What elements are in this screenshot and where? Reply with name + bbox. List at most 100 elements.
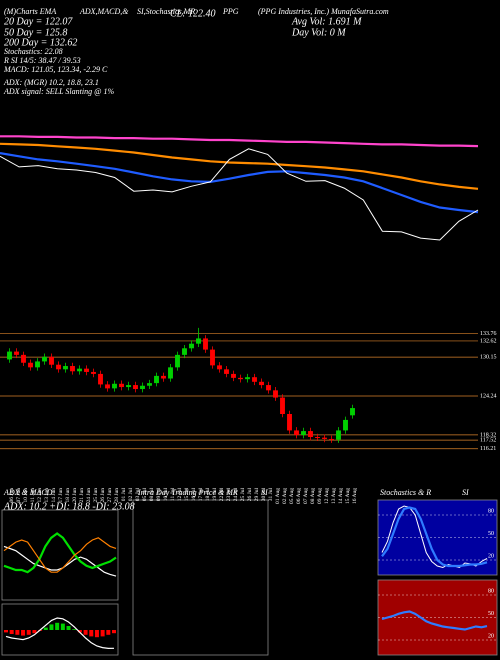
candle-body xyxy=(119,383,124,388)
y-tick-label: 116.21 xyxy=(480,446,496,452)
y-tick-label: 50 xyxy=(488,611,494,617)
y-tick-label: 130.15 xyxy=(480,355,497,361)
candle-body xyxy=(91,371,96,374)
annotation: ADX,MACD,& xyxy=(79,7,129,16)
annotation: (PPG Industries, Inc.) MunafaSutra.com xyxy=(258,7,389,16)
x-tick-label: 15 Jul xyxy=(184,488,190,502)
y-tick-label: 118.32 xyxy=(480,432,496,438)
annotation: 20 Day = 122.07 xyxy=(4,16,73,27)
y-tick-label: 133.76 xyxy=(480,331,497,337)
candle-body xyxy=(28,362,33,368)
macd-bar xyxy=(26,630,31,635)
candle-body xyxy=(133,385,138,390)
candle-body xyxy=(105,384,110,389)
x-tick-label: 26 Jul xyxy=(247,488,253,502)
candle-body xyxy=(315,437,320,438)
candle-body xyxy=(35,361,40,368)
candle-body xyxy=(154,375,159,384)
x-tick-label: 16 Jul xyxy=(191,488,197,502)
candle-body xyxy=(266,385,271,391)
adx-line xyxy=(3,532,117,574)
x-tick-label: 01 Jul xyxy=(121,488,127,502)
x-tick-label: 26 Jun xyxy=(100,488,106,503)
x-tick-label: 18 Jun xyxy=(65,488,71,503)
candle-body xyxy=(112,383,117,389)
candle-body xyxy=(273,390,278,398)
candle-body xyxy=(287,414,292,431)
candle-body xyxy=(203,338,208,350)
candle-body xyxy=(245,377,250,380)
y-tick-label: 20 xyxy=(488,633,494,639)
x-tick-label: 02 Jul xyxy=(128,488,134,502)
x-tick-label: 16 Aug xyxy=(352,488,358,504)
y-tick-label: 50 xyxy=(488,531,494,537)
macd-bar xyxy=(21,630,26,636)
x-tick-label: 30 Jul xyxy=(261,488,267,502)
adx-line xyxy=(3,537,117,573)
x-tick-label: 13 Jun xyxy=(44,488,50,503)
candle-body xyxy=(21,354,26,363)
candle-body xyxy=(301,431,306,436)
x-tick-label: 14 Jun xyxy=(51,488,57,503)
y-tick-label: 80 xyxy=(488,508,494,514)
macd-bar xyxy=(32,630,37,634)
x-tick-label: 28 Jun xyxy=(114,488,120,503)
x-tick-label: 05 Jul xyxy=(142,488,148,502)
x-tick-label: 11 Jun xyxy=(30,488,36,503)
panel-annotation: ADX: 10.2 +DI: 18.8 -DI: 23.08 xyxy=(3,501,135,512)
candle-body xyxy=(322,437,327,439)
x-tick-label: 05 Aug xyxy=(289,488,295,504)
candle-body xyxy=(84,368,89,372)
x-tick-label: 07 Aug xyxy=(303,488,309,504)
candle-body xyxy=(14,351,19,355)
candle-body xyxy=(168,367,173,379)
annotation: ADX: (MGR) 10.2, 18.8, 23.1 xyxy=(3,78,99,87)
x-tick-label: 09 Aug xyxy=(317,488,323,504)
candle-body xyxy=(147,383,152,386)
x-tick-label: 09 Jul xyxy=(156,488,162,502)
x-tick-label: 12 Jul xyxy=(177,488,183,502)
x-tick-label: 27 Jun xyxy=(107,488,113,503)
annotation: PPG xyxy=(222,7,239,16)
candle-body xyxy=(49,356,54,365)
candle-body xyxy=(308,431,313,437)
x-tick-label: 25 Jun xyxy=(93,488,99,503)
panel-subtitle: SI xyxy=(261,488,268,497)
candle-body xyxy=(140,385,145,390)
candle-body xyxy=(259,381,264,386)
x-tick-label: 23 Jul xyxy=(226,488,232,502)
x-tick-label: 19 Jul xyxy=(212,488,218,502)
macd-bar xyxy=(77,630,82,633)
x-tick-label: 10 Jul xyxy=(163,488,169,502)
panel-title: Stochastics & R xyxy=(380,488,431,497)
macd-bar xyxy=(83,630,88,635)
annotation: SI,Stochastics,MR xyxy=(137,7,195,16)
macd-bar xyxy=(60,623,65,630)
annotation: Stochastics: 22.08 xyxy=(4,47,63,56)
candle-body xyxy=(77,368,82,372)
panel-background xyxy=(377,499,498,576)
macd-bar xyxy=(72,629,77,630)
macd-bar xyxy=(4,630,8,633)
x-tick-label: 24 Jul xyxy=(233,488,239,502)
candle-body xyxy=(238,377,243,380)
candle-body xyxy=(182,348,187,355)
x-tick-label: 12 Aug xyxy=(324,488,330,504)
candle-body xyxy=(350,408,355,416)
ma-line xyxy=(0,148,479,241)
macd-bar xyxy=(43,627,48,630)
candle-body xyxy=(343,419,348,431)
candle-body xyxy=(336,430,341,440)
macd-bar xyxy=(15,630,20,635)
panel-title: ADX & MACD xyxy=(3,488,53,497)
x-tick-label: 08 Aug xyxy=(310,488,316,504)
x-tick-label: 21 Jun xyxy=(79,488,85,503)
x-tick-label: 24 Jun xyxy=(86,488,92,503)
panel-subtitle: SI xyxy=(462,488,469,497)
annotation: CL: 122.40 xyxy=(170,8,216,19)
x-tick-label: 03 Jul xyxy=(135,488,141,502)
annotation: ADX signal: SELL Slanting @ 1% xyxy=(3,87,114,96)
x-tick-label: 13 Aug xyxy=(331,488,337,504)
y-tick-label: 80 xyxy=(488,588,494,594)
ma-line xyxy=(0,135,479,148)
